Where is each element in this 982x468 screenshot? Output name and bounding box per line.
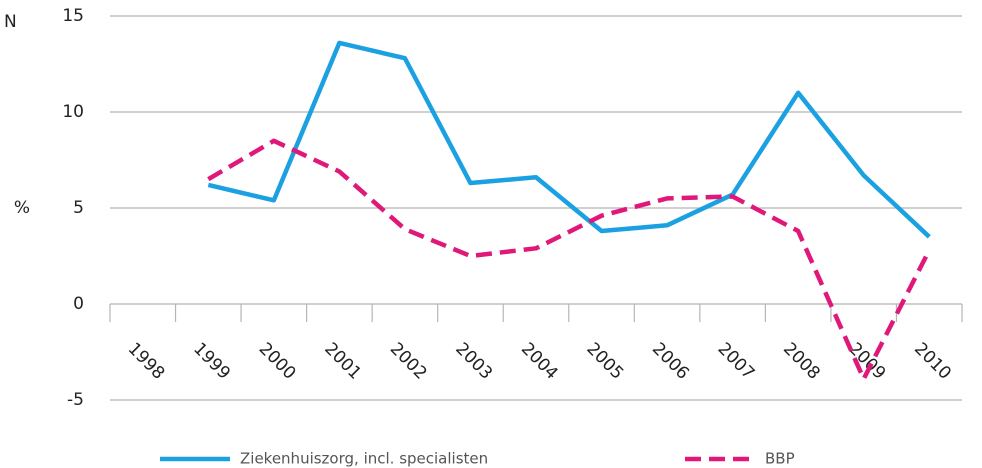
series-line — [207, 40, 931, 239]
y-tick-label: -5 — [67, 390, 84, 410]
x-tick-label: 1998 — [124, 339, 169, 384]
x-tick-label: 2004 — [517, 339, 562, 384]
y-axis-label: % — [14, 198, 30, 218]
x-tick-label: 2005 — [582, 339, 627, 384]
legend-label: Ziekenhuiszorg, incl. specialisten — [240, 450, 488, 468]
x-tick-label: 2006 — [648, 339, 693, 384]
y-tick-label: 0 — [73, 294, 84, 314]
legend-label: BBP — [765, 450, 795, 468]
x-tick-label: 2003 — [451, 339, 496, 384]
x-tick-label: 2007 — [714, 339, 759, 384]
series-line — [207, 138, 932, 382]
y-tick-label: 10 — [62, 102, 84, 122]
x-tick-label: 2008 — [779, 339, 824, 384]
annotation: N — [4, 12, 17, 32]
x-tick-label: 2002 — [386, 339, 431, 384]
x-tick-label: 1999 — [189, 339, 234, 384]
x-tick-label: 2000 — [255, 339, 300, 384]
y-tick-label: 15 — [62, 6, 84, 26]
x-tick-label: 2001 — [320, 339, 365, 384]
y-tick-label: 5 — [73, 198, 84, 218]
x-tick-label: 2010 — [910, 339, 955, 384]
